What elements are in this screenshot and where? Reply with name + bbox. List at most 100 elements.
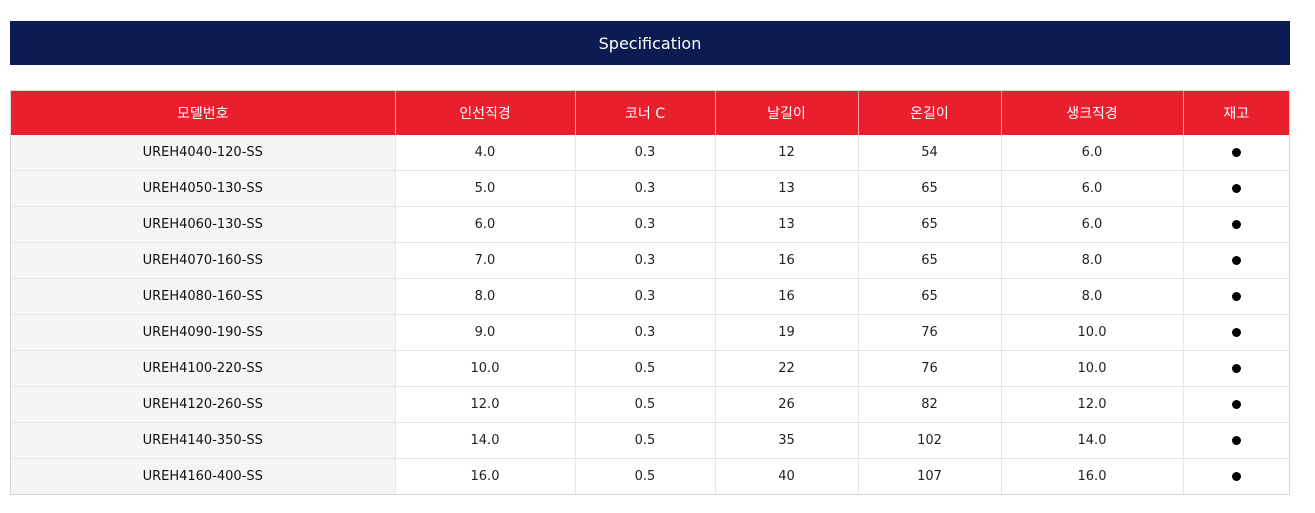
- stock-cell: [1182, 135, 1289, 171]
- overall-length-cell: 65: [857, 170, 1001, 207]
- cutting-diameter-cell: 5.0: [394, 170, 575, 207]
- shank-diameter-cell: 14.0: [1000, 422, 1183, 459]
- in-stock-dot-icon: [1231, 256, 1241, 265]
- cutting-diameter-cell: 14.0: [394, 422, 575, 459]
- overall-length-cell: 65: [857, 242, 1001, 279]
- model-number-cell: UREH4060-130-SS: [11, 206, 395, 243]
- model-number-cell: UREH4040-120-SS: [11, 135, 395, 171]
- stock-cell: [1182, 458, 1289, 494]
- flute-length-cell: 16: [714, 278, 858, 315]
- spec-table: 모델번호 인선직경 코너 C 날길이 온길이 생크직경 재고 UREH4040-…: [11, 91, 1289, 494]
- stock-cell: [1182, 242, 1289, 279]
- table-row: UREH4140-350-SS 14.0 0.5 35 102 14.0: [11, 422, 1289, 459]
- stock-cell: [1182, 422, 1289, 459]
- table-row: UREH4060-130-SS 6.0 0.3 13 65 6.0: [11, 206, 1289, 243]
- stock-cell: [1182, 314, 1289, 351]
- overall-length-cell: 54: [857, 135, 1001, 171]
- table-header-row: 모델번호 인선직경 코너 C 날길이 온길이 생크직경 재고: [11, 91, 1289, 135]
- corner-c-cell: 0.5: [574, 422, 715, 459]
- banner-title: Specification: [598, 33, 702, 53]
- shank-diameter-cell: 16.0: [1000, 458, 1183, 494]
- header-corner-c: 코너 C: [574, 91, 715, 135]
- header-stock: 재고: [1182, 91, 1289, 135]
- in-stock-dot-icon: [1231, 328, 1241, 337]
- stock-cell: [1182, 386, 1289, 423]
- overall-length-cell: 76: [857, 314, 1001, 351]
- model-number-cell: UREH4120-260-SS: [11, 386, 395, 423]
- header-overall-length: 온길이: [857, 91, 1001, 135]
- in-stock-dot-icon: [1231, 220, 1241, 229]
- model-number-cell: UREH4080-160-SS: [11, 278, 395, 315]
- table-row: UREH4050-130-SS 5.0 0.3 13 65 6.0: [11, 170, 1289, 207]
- corner-c-cell: 0.3: [574, 278, 715, 315]
- overall-length-cell: 76: [857, 350, 1001, 387]
- table-row: UREH4040-120-SS 4.0 0.3 12 54 6.0: [11, 135, 1289, 171]
- flute-length-cell: 16: [714, 242, 858, 279]
- flute-length-cell: 13: [714, 170, 858, 207]
- corner-c-cell: 0.5: [574, 458, 715, 494]
- in-stock-dot-icon: [1231, 292, 1241, 301]
- header-cutting-diameter: 인선직경: [394, 91, 575, 135]
- table-row: UREH4080-160-SS 8.0 0.3 16 65 8.0: [11, 278, 1289, 315]
- corner-c-cell: 0.3: [574, 170, 715, 207]
- flute-length-cell: 13: [714, 206, 858, 243]
- corner-c-cell: 0.3: [574, 242, 715, 279]
- cutting-diameter-cell: 10.0: [394, 350, 575, 387]
- model-number-cell: UREH4160-400-SS: [11, 458, 395, 494]
- shank-diameter-cell: 6.0: [1000, 206, 1183, 243]
- stock-cell: [1182, 278, 1289, 315]
- shank-diameter-cell: 8.0: [1000, 242, 1183, 279]
- cutting-diameter-cell: 7.0: [394, 242, 575, 279]
- overall-length-cell: 82: [857, 386, 1001, 423]
- in-stock-dot-icon: [1231, 436, 1241, 445]
- overall-length-cell: 102: [857, 422, 1001, 459]
- model-number-cell: UREH4070-160-SS: [11, 242, 395, 279]
- header-flute-length: 날길이: [714, 91, 858, 135]
- in-stock-dot-icon: [1231, 472, 1241, 481]
- header-model-number: 모델번호: [11, 91, 395, 135]
- shank-diameter-cell: 8.0: [1000, 278, 1183, 315]
- flute-length-cell: 26: [714, 386, 858, 423]
- overall-length-cell: 65: [857, 278, 1001, 315]
- shank-diameter-cell: 6.0: [1000, 135, 1183, 171]
- model-number-cell: UREH4140-350-SS: [11, 422, 395, 459]
- model-number-cell: UREH4050-130-SS: [11, 170, 395, 207]
- flute-length-cell: 40: [714, 458, 858, 494]
- overall-length-cell: 107: [857, 458, 1001, 494]
- corner-c-cell: 0.5: [574, 350, 715, 387]
- table-row: UREH4070-160-SS 7.0 0.3 16 65 8.0: [11, 242, 1289, 279]
- table-row: UREH4160-400-SS 16.0 0.5 40 107 16.0: [11, 458, 1289, 494]
- shank-diameter-cell: 12.0: [1000, 386, 1183, 423]
- stock-cell: [1182, 350, 1289, 387]
- corner-c-cell: 0.3: [574, 206, 715, 243]
- shank-diameter-cell: 6.0: [1000, 170, 1183, 207]
- flute-length-cell: 35: [714, 422, 858, 459]
- in-stock-dot-icon: [1231, 364, 1241, 373]
- cutting-diameter-cell: 6.0: [394, 206, 575, 243]
- flute-length-cell: 12: [714, 135, 858, 171]
- stock-cell: [1182, 170, 1289, 207]
- overall-length-cell: 65: [857, 206, 1001, 243]
- corner-c-cell: 0.3: [574, 135, 715, 171]
- cutting-diameter-cell: 9.0: [394, 314, 575, 351]
- corner-c-cell: 0.5: [574, 386, 715, 423]
- corner-c-cell: 0.3: [574, 314, 715, 351]
- model-number-cell: UREH4090-190-SS: [11, 314, 395, 351]
- cutting-diameter-cell: 12.0: [394, 386, 575, 423]
- stock-cell: [1182, 206, 1289, 243]
- cutting-diameter-cell: 8.0: [394, 278, 575, 315]
- specification-banner: Specification: [10, 21, 1290, 65]
- spec-table-container: 모델번호 인선직경 코너 C 날길이 온길이 생크직경 재고 UREH4040-…: [10, 90, 1290, 495]
- flute-length-cell: 19: [714, 314, 858, 351]
- header-shank-diameter: 생크직경: [1000, 91, 1183, 135]
- in-stock-dot-icon: [1231, 400, 1241, 409]
- flute-length-cell: 22: [714, 350, 858, 387]
- table-row: UREH4120-260-SS 12.0 0.5 26 82 12.0: [11, 386, 1289, 423]
- in-stock-dot-icon: [1231, 184, 1241, 193]
- in-stock-dot-icon: [1231, 148, 1241, 157]
- shank-diameter-cell: 10.0: [1000, 314, 1183, 351]
- model-number-cell: UREH4100-220-SS: [11, 350, 395, 387]
- cutting-diameter-cell: 16.0: [394, 458, 575, 494]
- shank-diameter-cell: 10.0: [1000, 350, 1183, 387]
- cutting-diameter-cell: 4.0: [394, 135, 575, 171]
